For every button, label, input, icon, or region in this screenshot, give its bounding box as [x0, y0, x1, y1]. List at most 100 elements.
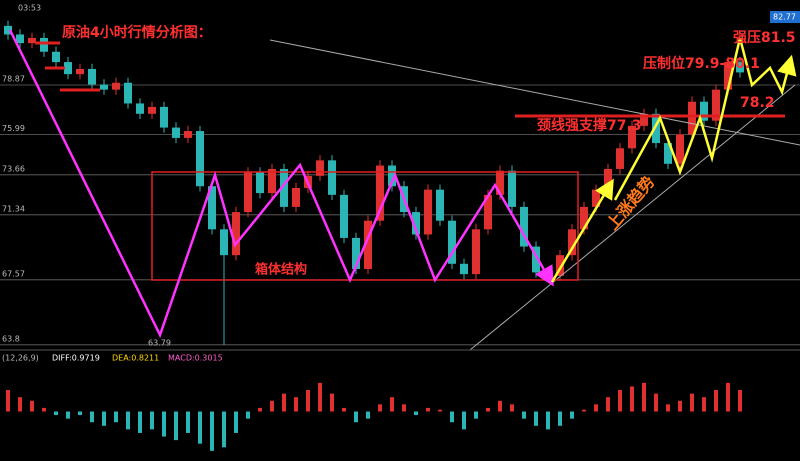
- candle-body: [688, 101, 696, 135]
- macd-bar: [114, 411, 118, 423]
- macd: [6, 382, 742, 451]
- candle-body: [88, 68, 96, 85]
- macd-bar: [90, 411, 94, 423]
- candle-body: [196, 131, 204, 187]
- candle-body: [376, 165, 384, 221]
- macd-dea: DEA:0.8211: [112, 354, 159, 363]
- candle-body: [484, 194, 492, 230]
- trend-line: [469, 84, 796, 351]
- candle-body: [700, 101, 708, 121]
- candle-body: [64, 62, 72, 75]
- candle-body: [436, 189, 444, 221]
- macd-bar: [174, 411, 178, 441]
- macd-bar: [246, 411, 250, 419]
- macd-bar: [570, 411, 574, 419]
- candle-body: [412, 212, 420, 235]
- macd-bar: [330, 393, 334, 412]
- macd-bar: [126, 411, 130, 430]
- candle-body: [556, 255, 564, 276]
- macd-bar: [714, 390, 718, 412]
- candle-body: [724, 62, 732, 90]
- candle-body: [292, 187, 300, 207]
- candle-body: [520, 206, 528, 247]
- macd-bar: [66, 411, 70, 419]
- candles: [4, 20, 744, 345]
- candle-body: [76, 68, 84, 75]
- macd-bar: [462, 411, 466, 430]
- macd-bar: [198, 411, 202, 444]
- macd-bar: [78, 411, 82, 416]
- arrow: [550, 178, 614, 283]
- low-label: 63.79: [148, 339, 171, 348]
- y-tick-label: 78.87: [2, 75, 25, 84]
- candle-body: [340, 194, 348, 238]
- macd-bar: [726, 382, 730, 412]
- macd-bar: [474, 411, 478, 419]
- candle-body: [736, 62, 744, 73]
- annotation: 箱体结构: [255, 262, 307, 278]
- candle-body: [652, 113, 660, 144]
- macd-bar: [6, 390, 10, 412]
- macd-bar: [318, 382, 322, 412]
- candle-body: [136, 103, 144, 114]
- arrow: [613, 37, 797, 201]
- candle-body: [28, 37, 36, 44]
- y-tick-label: 73.66: [2, 164, 25, 173]
- macd-diff: DIFF:0.9719: [52, 354, 100, 363]
- macd-bar: [618, 390, 622, 412]
- y-tick-label: 63.8: [2, 334, 20, 343]
- macd-bar: [582, 409, 586, 412]
- macd-bar: [366, 411, 370, 419]
- macd-bar: [450, 411, 454, 423]
- candle-body: [208, 186, 216, 230]
- candle-body: [232, 212, 240, 256]
- macd-bar: [426, 407, 430, 412]
- candle-body: [316, 160, 324, 176]
- macd-bar: [594, 404, 598, 412]
- macd-bar: [690, 393, 694, 412]
- macd-bar: [258, 407, 262, 412]
- macd-bar: [486, 407, 490, 412]
- candle-body: [364, 220, 372, 269]
- candle-body: [616, 148, 624, 169]
- candle-body: [448, 220, 456, 264]
- candle-body: [16, 34, 24, 44]
- macd-bar: [678, 400, 682, 412]
- macd-bar: [414, 411, 418, 416]
- macd-bar: [102, 411, 106, 426]
- candle-body: [532, 246, 540, 273]
- candle-body: [640, 113, 648, 126]
- annotation: 强压81.5: [733, 30, 796, 46]
- y-tick-label: 75.99: [2, 124, 25, 133]
- candle-body: [472, 229, 480, 275]
- candle-body: [148, 106, 156, 114]
- macd-bar: [270, 400, 274, 412]
- macd-bar: [438, 409, 442, 412]
- chart-title: 原油4小时行情分析图：: [62, 24, 212, 41]
- macd-bar: [558, 411, 562, 426]
- candle-body: [220, 229, 228, 256]
- annotation: 颈线强支撑77.3: [536, 117, 642, 134]
- y-tick-label: 67.57: [2, 269, 25, 278]
- macd-bar: [54, 411, 58, 416]
- macd-bar: [42, 407, 46, 412]
- candle-body: [256, 172, 264, 194]
- macd-bar: [606, 397, 610, 412]
- macd-bar: [498, 400, 502, 412]
- macd-bar: [354, 411, 358, 423]
- candle-body: [712, 89, 720, 121]
- macd-bar: [306, 390, 310, 412]
- candle-body: [388, 165, 396, 187]
- annotation: 78.2: [740, 95, 775, 111]
- candle-body: [40, 37, 48, 52]
- macd-bar: [378, 404, 382, 412]
- candle-body: [280, 168, 288, 207]
- macd-bar: [294, 397, 298, 412]
- box-outline: [151, 171, 579, 281]
- macd-bar: [282, 393, 286, 412]
- macd-bar: [522, 411, 526, 419]
- macd-bar: [222, 411, 226, 448]
- macd-label: (12,26,9): [2, 354, 39, 363]
- time-label: 03:53: [18, 4, 41, 13]
